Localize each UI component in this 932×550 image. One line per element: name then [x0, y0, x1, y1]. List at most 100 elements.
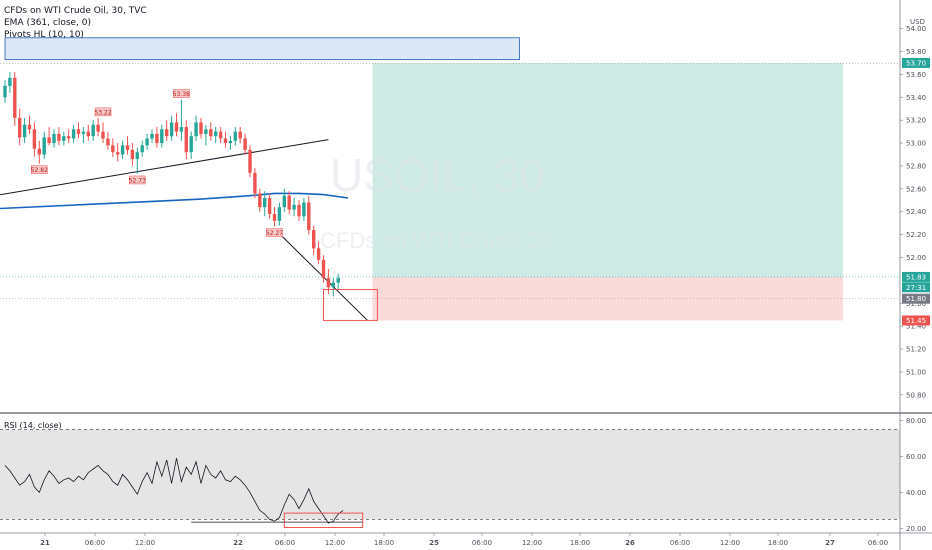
- time-tick-label: 27: [825, 539, 835, 547]
- time-tick-label: 22: [233, 539, 243, 547]
- price-tag: [902, 271, 930, 282]
- candle-body: [194, 122, 198, 137]
- ema-line: [0, 192, 349, 210]
- candle-body: [302, 202, 306, 217]
- candle-body: [267, 197, 272, 215]
- price-tick-label: 51.60: [906, 300, 926, 308]
- candle-body: [27, 124, 32, 130]
- candle-body: [120, 145, 125, 155]
- candle-body: [272, 214, 277, 221]
- price-tick-label: 52.60: [906, 185, 926, 193]
- price-tick-label: 52.80: [906, 162, 926, 170]
- candle-body: [130, 149, 135, 160]
- price-tick-label: 51.20: [906, 346, 926, 354]
- candle-body: [228, 140, 233, 144]
- time-tick-label: 12:00: [325, 539, 345, 547]
- candle-body: [331, 282, 335, 288]
- time-tick-label: 06:00: [670, 539, 690, 547]
- time-tick-label: 18:00: [768, 539, 788, 547]
- price-tag: [902, 315, 930, 326]
- candle-body: [3, 85, 7, 98]
- candle-body: [179, 127, 184, 132]
- candle-body: [253, 172, 257, 194]
- candle-body: [81, 131, 86, 134]
- price-tick-label: 53.20: [906, 117, 926, 125]
- candle-body: [199, 122, 203, 134]
- rsi-tick-label: 40.00: [906, 489, 926, 497]
- rsi-line: [4, 458, 344, 524]
- time-tick-label: 06:00: [85, 539, 105, 547]
- candle-body: [76, 129, 81, 134]
- candle-body: [47, 137, 51, 144]
- loss-zone: [372, 276, 843, 321]
- price-tick-label: 53.80: [906, 48, 926, 56]
- price-tick-label: 51.40: [906, 323, 926, 331]
- price-tick-label: 54.00: [906, 25, 926, 33]
- rsi-tick-label: 20.00: [906, 525, 926, 533]
- price-tick-label: 53.00: [906, 140, 926, 148]
- candle-body: [71, 129, 76, 139]
- price-tag-label: 53.70: [906, 59, 926, 67]
- candle-body: [57, 133, 61, 141]
- candle-body: [111, 145, 115, 153]
- time-tick-label: 18:00: [374, 539, 394, 547]
- candle-body: [243, 138, 247, 150]
- price-tag: [902, 293, 930, 304]
- candle-body: [258, 193, 262, 208]
- candle-body: [125, 145, 130, 150]
- candle-body: [316, 248, 321, 260]
- time-tick-label: 25: [429, 539, 439, 547]
- chart-title[interactable]: CFDs on WTI Crude Oil, 30, TVC: [4, 6, 147, 16]
- ema-legend[interactable]: EMA (361, close, 0): [4, 18, 92, 28]
- candle-body: [233, 131, 237, 141]
- price-tick-label: 51.00: [906, 368, 926, 376]
- candle-body: [223, 138, 228, 144]
- trendline: [274, 228, 368, 321]
- candle-body: [326, 278, 331, 288]
- trendline: [0, 139, 329, 196]
- candle-body: [37, 148, 41, 155]
- candle-body: [106, 138, 110, 146]
- pivot-label-box: [94, 107, 112, 117]
- candle-body: [321, 259, 326, 279]
- currency-label: USD: [910, 18, 925, 26]
- candle-body: [218, 131, 223, 139]
- time-tick-label: 12:00: [720, 539, 740, 547]
- price-tick-label: 50.80: [906, 391, 926, 399]
- candle-body: [101, 131, 105, 139]
- candle-body: [282, 195, 286, 208]
- price-tag-label: 51.83: [906, 273, 926, 281]
- candle-body: [238, 131, 242, 139]
- pivot-label: 53.38: [173, 91, 190, 98]
- pivots-legend[interactable]: Pivots HL (10, 10): [4, 30, 84, 40]
- candle-body: [277, 207, 282, 221]
- pivot-label: 52.27: [266, 230, 283, 237]
- candle-body: [8, 77, 12, 86]
- candle-body: [116, 152, 120, 155]
- candle-body: [184, 127, 188, 153]
- candle-body: [160, 129, 164, 144]
- candle-body: [165, 129, 169, 137]
- watermark-symbol: USOIL, 30: [330, 149, 545, 201]
- candle-body: [307, 202, 311, 231]
- candle-body: [287, 195, 291, 210]
- candle-body: [174, 122, 179, 132]
- candle-body: [96, 124, 100, 132]
- candle-body: [204, 129, 208, 134]
- candle-body: [67, 136, 71, 139]
- candle-body: [62, 136, 66, 141]
- candle-body: [18, 117, 22, 138]
- candle-body: [91, 124, 95, 137]
- time-tick-label: 12:00: [522, 539, 542, 547]
- rsi-legend[interactable]: RSI (14, close): [4, 421, 62, 430]
- price-marker-box: [323, 289, 378, 321]
- watermark-name: CFDs on WTI Crude Oil: [320, 228, 553, 253]
- time-tick-label: 21: [40, 539, 50, 547]
- time-tick-label: 06:00: [275, 539, 295, 547]
- candle-body: [209, 129, 213, 137]
- pivot-label-box: [31, 165, 48, 174]
- price-tick-label: 52.20: [906, 231, 926, 239]
- candle-body: [336, 278, 340, 283]
- time-tick-label: 18:00: [570, 539, 590, 547]
